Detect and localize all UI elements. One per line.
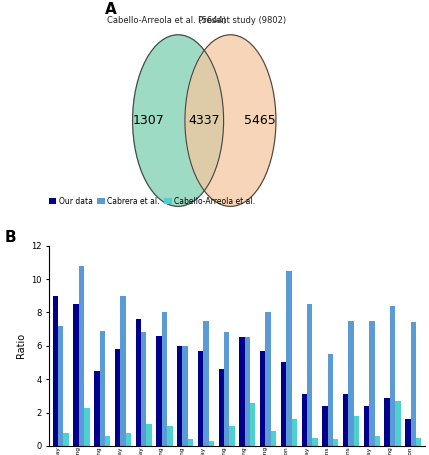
Bar (286, 271, 292, 446)
Bar (73, 304, 79, 446)
Bar (328, 354, 333, 446)
Bar (100, 331, 105, 446)
Legend: Our data, Cabrera et al., Cabello-Arreola et al.: Our data, Cabrera et al., Cabello-Arreol… (45, 193, 258, 208)
Bar (126, 433, 131, 446)
Bar (188, 439, 193, 446)
Bar (384, 398, 390, 446)
Bar (375, 436, 380, 446)
Bar (105, 436, 110, 446)
Bar (218, 369, 224, 446)
Bar (53, 296, 58, 446)
Bar (115, 349, 120, 446)
Text: Present study (9802): Present study (9802) (198, 16, 286, 25)
Bar (162, 313, 167, 446)
Y-axis label: Ratio: Ratio (15, 333, 26, 359)
Ellipse shape (185, 35, 276, 207)
Bar (250, 403, 256, 446)
Bar (292, 419, 297, 446)
Bar (136, 319, 141, 446)
Bar (307, 304, 312, 446)
Bar (333, 439, 338, 446)
Bar (141, 333, 146, 446)
Bar (208, 441, 214, 446)
Text: B: B (4, 230, 16, 245)
Bar (312, 438, 318, 446)
Bar (203, 321, 208, 446)
Bar (395, 401, 401, 446)
Bar (271, 431, 276, 446)
Bar (156, 336, 162, 446)
Bar (411, 323, 416, 446)
Text: 5465: 5465 (244, 114, 276, 127)
Text: 4337: 4337 (188, 114, 220, 127)
Bar (224, 333, 230, 446)
Text: A: A (105, 2, 117, 17)
Bar (390, 306, 395, 446)
Bar (281, 363, 286, 446)
Bar (354, 416, 359, 446)
Bar (63, 433, 69, 446)
Bar (348, 321, 354, 446)
Bar (343, 394, 348, 446)
Bar (322, 406, 328, 446)
Bar (84, 408, 90, 446)
Text: Cabello-Arreola et al. (5644): Cabello-Arreola et al. (5644) (107, 16, 226, 25)
Bar (58, 326, 63, 446)
Bar (177, 346, 182, 446)
Bar (364, 406, 369, 446)
Bar (239, 338, 245, 446)
Text: 1307: 1307 (133, 114, 164, 127)
Bar (369, 321, 375, 446)
Bar (182, 346, 188, 446)
Bar (266, 313, 271, 446)
Bar (245, 338, 250, 446)
Bar (198, 351, 203, 446)
Bar (302, 394, 307, 446)
Bar (416, 438, 421, 446)
Bar (230, 426, 235, 446)
Bar (260, 351, 266, 446)
Bar (79, 266, 84, 446)
Bar (405, 419, 411, 446)
Ellipse shape (133, 35, 224, 207)
Bar (146, 424, 152, 446)
Bar (94, 371, 100, 446)
Bar (167, 426, 172, 446)
Bar (120, 296, 126, 446)
